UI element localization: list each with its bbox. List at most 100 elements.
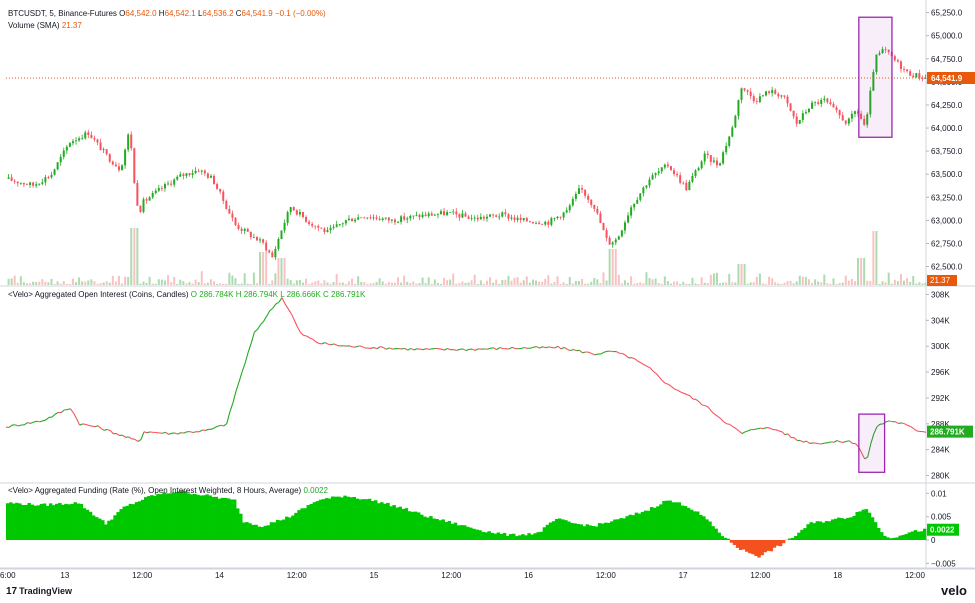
volume-value-tag (927, 275, 957, 286)
tradingview-logo[interactable]: 17 TradingView (6, 586, 72, 597)
funding-bar (597, 523, 602, 540)
candle-body (807, 108, 810, 113)
candle-body (117, 166, 120, 171)
candle-body (504, 212, 507, 215)
oi-segment (566, 348, 571, 352)
funding-bar (107, 520, 111, 540)
oi-segment (24, 422, 28, 426)
funding-bar (275, 519, 280, 540)
oi-segment (373, 347, 378, 350)
volume-bar (44, 281, 47, 285)
funding-bar (582, 526, 586, 540)
oi-segment (861, 452, 866, 460)
oi-segment (726, 423, 730, 426)
oi-segment (42, 419, 47, 422)
y-tick-label: 296K (931, 368, 950, 377)
volume-bar (10, 278, 13, 285)
candle-body (829, 102, 832, 105)
candle-body (826, 98, 829, 103)
candle-body (124, 149, 127, 166)
candle-body (65, 146, 68, 151)
y-tick-label: 0.005 (931, 513, 952, 522)
y-tick-label: 280K (931, 472, 950, 481)
volume-bar (525, 276, 528, 285)
funding-bar (714, 528, 718, 540)
candle-body (292, 207, 295, 211)
candle-body (22, 182, 25, 185)
oi-segment (379, 346, 384, 348)
volume-bar (295, 280, 298, 285)
candle-body (550, 218, 553, 225)
volume-bar (219, 283, 222, 285)
x-tick-label: 14 (215, 571, 224, 580)
volume-bar (811, 282, 814, 285)
volume-bar (314, 281, 317, 285)
funding-bar (619, 518, 623, 540)
candle-body (347, 218, 350, 221)
y-tick-label: 0 (931, 536, 936, 545)
oi-segment (386, 347, 390, 350)
oi-title: <Velo> Aggregated Open Interest (Coins, … (8, 290, 189, 299)
volume-bar (237, 283, 240, 285)
funding-bar (113, 515, 117, 540)
volume-bar (393, 282, 396, 285)
oi-segment (67, 408, 71, 411)
funding-bar (846, 517, 850, 540)
funding-bar (867, 512, 872, 540)
oi-segment (79, 423, 83, 426)
candle-body (75, 140, 78, 142)
oi-segment (404, 347, 408, 351)
oi-segment (848, 440, 853, 444)
candle-body (209, 175, 212, 178)
oi-segment (293, 319, 298, 327)
candle-body (752, 96, 755, 102)
funding-bar (662, 500, 666, 540)
candle-body (29, 182, 32, 185)
oi-segment (471, 348, 476, 351)
volume-bar (280, 258, 283, 285)
candle-body (372, 217, 375, 219)
candle-body (133, 148, 136, 183)
candle-body (789, 103, 792, 111)
volume-bar (673, 281, 676, 285)
x-tick-label: 13 (60, 571, 69, 580)
volume-bar (765, 283, 768, 285)
candle-body (191, 173, 194, 175)
oi-segment (444, 348, 448, 351)
volume-bar (715, 272, 718, 285)
volume-bar (823, 274, 826, 285)
volume-bar (206, 282, 209, 285)
oi-segment (389, 347, 393, 350)
funding-bar (61, 504, 65, 540)
funding-bar (340, 497, 344, 540)
funding-bar (883, 535, 887, 540)
volume-bar (758, 273, 761, 285)
y-tick-label: 62,750.0 (931, 239, 963, 248)
candle-body (387, 217, 390, 221)
candle-body (596, 208, 599, 214)
funding-bar (196, 494, 200, 540)
funding-bar (346, 496, 350, 540)
oi-segment (235, 381, 240, 392)
funding-bar (110, 519, 114, 540)
chart-svg[interactable]: 62,500.0 62,750.0 63,000.0 63,250.0 63,500.0… (0, 0, 975, 583)
candle-body (574, 193, 577, 199)
oi-segment (658, 376, 663, 381)
oi-segment (876, 423, 881, 428)
oi-segment (806, 440, 810, 444)
funding-bar (913, 530, 918, 540)
oi-segment (122, 434, 126, 438)
candle-body (338, 224, 341, 225)
volume-bar (801, 276, 804, 285)
oi-segment (425, 348, 430, 350)
volume-bar (231, 275, 234, 285)
volume-bar (835, 283, 838, 285)
candle-body (455, 211, 458, 215)
candle-body (277, 238, 280, 249)
funding-bar (570, 523, 574, 540)
candle-body (633, 203, 636, 208)
volume-bar (311, 282, 314, 285)
candle-body (222, 191, 225, 201)
volume-bar (19, 276, 22, 285)
